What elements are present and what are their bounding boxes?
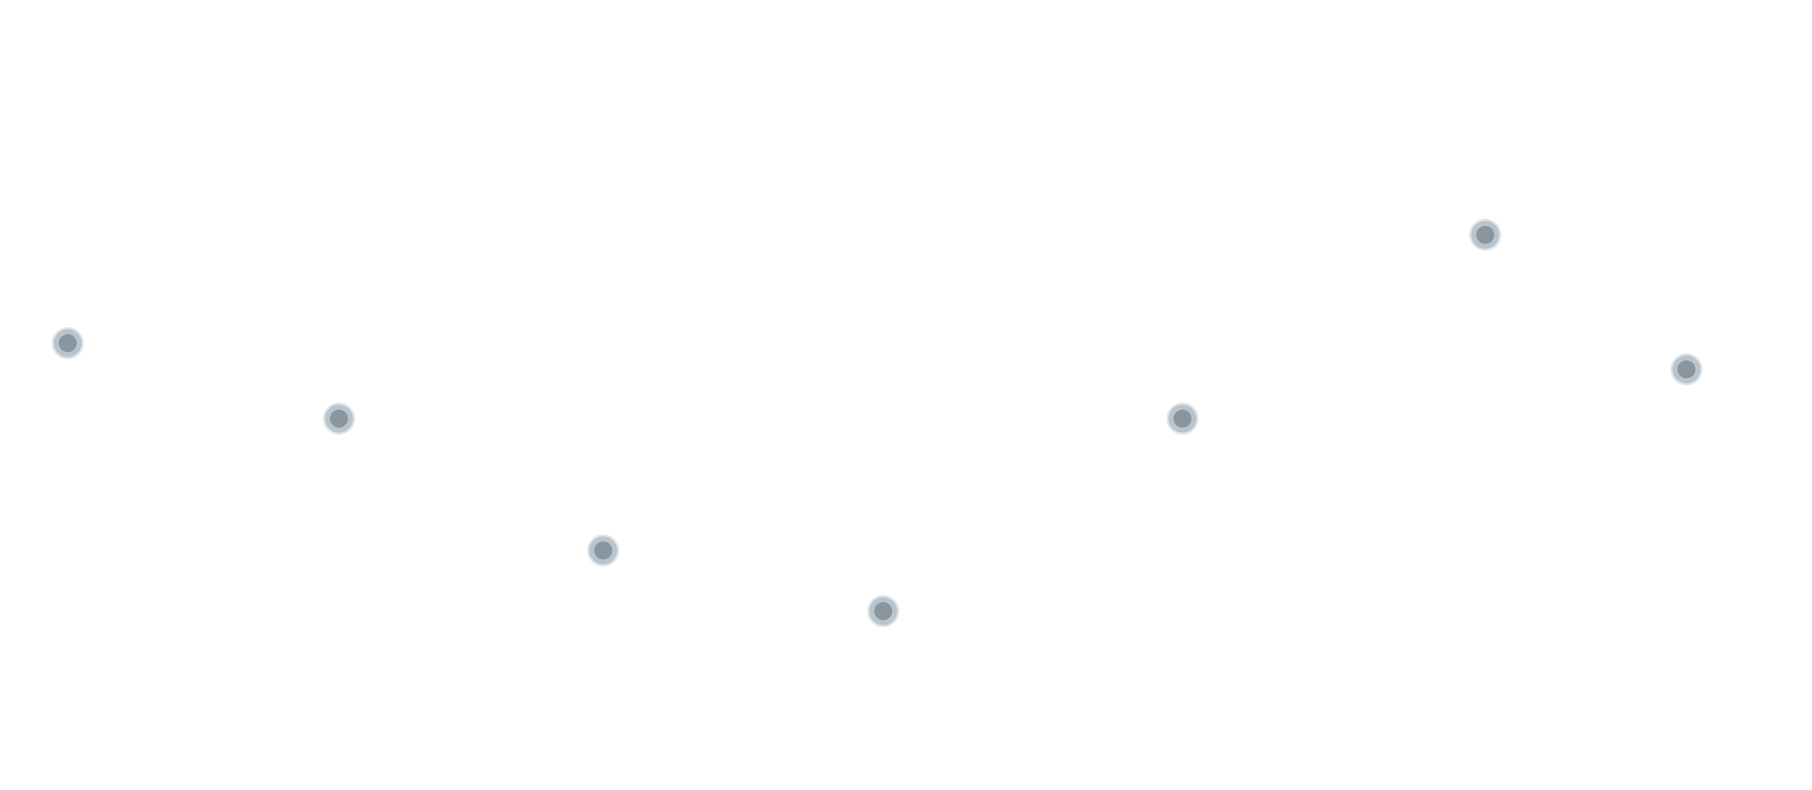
- scatter-point: [1670, 353, 1703, 386]
- scatter-point: [587, 534, 620, 567]
- scatter-point-marker: [594, 541, 613, 560]
- scatter-point-marker: [330, 409, 348, 428]
- scatter-point-marker: [874, 602, 893, 621]
- scatter-point-marker: [1173, 409, 1192, 428]
- scatter-point: [1166, 402, 1199, 435]
- scatter-point-marker: [58, 334, 77, 353]
- scatter-series: [51, 218, 1703, 628]
- scatter-point: [867, 595, 900, 628]
- scatter-point: [51, 327, 84, 360]
- scatter-point: [1469, 218, 1502, 251]
- scatter-point-marker: [1476, 225, 1495, 244]
- scatter-point: [323, 402, 355, 435]
- scatter-point-marker: [1677, 360, 1696, 379]
